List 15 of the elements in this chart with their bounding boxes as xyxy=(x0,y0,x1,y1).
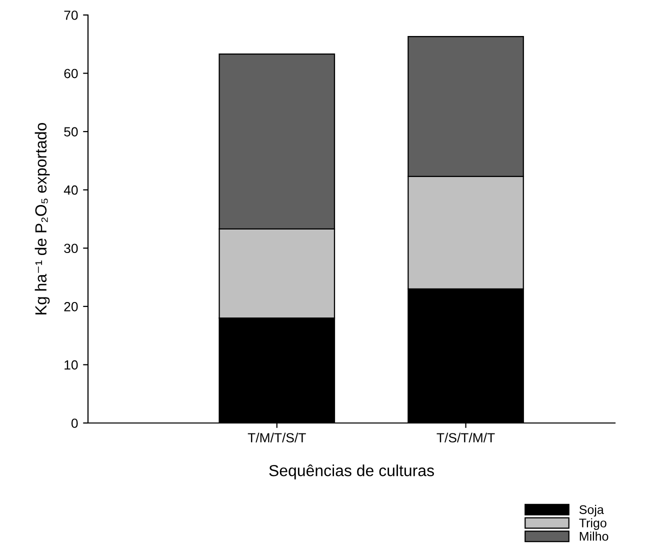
y-tick-label: 0 xyxy=(71,418,78,428)
y-tick-label: 20 xyxy=(64,302,78,312)
x-tick-label: T/S/T/M/T xyxy=(436,432,495,442)
y-tick-label: 40 xyxy=(64,185,78,195)
y-tick-label: 30 xyxy=(64,244,78,254)
y-tick-label: 50 xyxy=(64,127,78,136)
x-axis-title: Sequências de culturas xyxy=(269,464,434,480)
legend-label: Trigo xyxy=(579,518,606,530)
y-tick-label: 10 xyxy=(64,360,78,370)
legend-label: Soja xyxy=(579,504,604,517)
y-axis-title: Kg ha⁻¹ de P₂O₅ exportado xyxy=(34,123,50,314)
y-tick-label: 70 xyxy=(64,10,78,20)
x-tick-label: T/M/T/S/T xyxy=(248,432,306,442)
y-tick-label: 60 xyxy=(64,68,78,78)
legend-label: Milho xyxy=(580,532,608,541)
